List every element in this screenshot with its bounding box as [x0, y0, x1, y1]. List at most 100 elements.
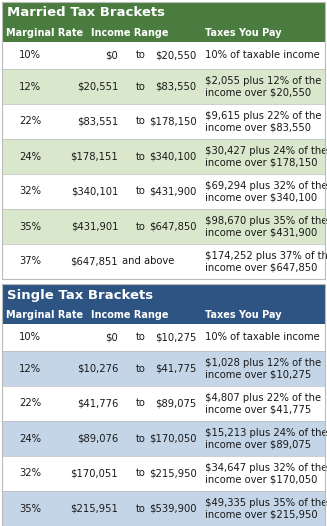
Text: Income Range: Income Range: [91, 310, 168, 320]
Text: $98,670 plus 35% of the: $98,670 plus 35% of the: [205, 216, 327, 226]
Text: $170,050: $170,050: [149, 433, 197, 443]
Text: Marginal Rate: Marginal Rate: [6, 28, 83, 38]
Text: 10%: 10%: [19, 332, 41, 342]
Text: $1,028 plus 12% of the: $1,028 plus 12% of the: [205, 358, 321, 368]
Bar: [2, 386, 325, 421]
Text: $10,276: $10,276: [77, 363, 118, 373]
Text: $41,775: $41,775: [155, 363, 197, 373]
Text: $89,075: $89,075: [155, 399, 197, 409]
Text: 22%: 22%: [19, 399, 41, 409]
Text: $4,807 plus 22% of the: $4,807 plus 22% of the: [205, 392, 321, 402]
Text: income over $20,550: income over $20,550: [205, 87, 311, 97]
Text: income over $83,550: income over $83,550: [205, 123, 311, 133]
Bar: [2, 42, 325, 69]
Bar: [2, 284, 325, 306]
Text: 24%: 24%: [19, 151, 41, 161]
Text: $30,427 plus 24% of the: $30,427 plus 24% of the: [205, 146, 327, 156]
Text: $170,051: $170,051: [71, 469, 118, 479]
Text: to: to: [136, 221, 146, 231]
Bar: [2, 306, 325, 324]
Text: Marginal Rate: Marginal Rate: [6, 310, 83, 320]
Text: $0: $0: [106, 50, 118, 60]
Text: $340,100: $340,100: [149, 151, 197, 161]
Bar: [2, 139, 325, 174]
Text: $83,551: $83,551: [77, 116, 118, 126]
Text: to: to: [136, 433, 146, 443]
Text: $41,776: $41,776: [77, 399, 118, 409]
Text: 10%: 10%: [19, 50, 41, 60]
Bar: [2, 174, 325, 209]
Text: 24%: 24%: [19, 433, 41, 443]
Bar: [2, 209, 325, 244]
Text: to: to: [136, 363, 146, 373]
Text: income over $41,775: income over $41,775: [205, 404, 311, 414]
Text: $15,213 plus 24% of the: $15,213 plus 24% of the: [205, 428, 327, 438]
Text: $89,076: $89,076: [77, 433, 118, 443]
Text: $2,055 plus 12% of the: $2,055 plus 12% of the: [205, 76, 321, 86]
Bar: [2, 104, 325, 139]
Bar: [2, 244, 325, 279]
Text: income over $89,075: income over $89,075: [205, 439, 311, 449]
Text: $340,101: $340,101: [71, 187, 118, 197]
Bar: [2, 456, 325, 491]
Bar: [2, 351, 325, 386]
Text: to: to: [136, 503, 146, 513]
Text: $431,900: $431,900: [149, 187, 197, 197]
Text: income over $170,050: income over $170,050: [205, 474, 317, 484]
Text: $178,150: $178,150: [149, 116, 197, 126]
Text: to: to: [136, 116, 146, 126]
Text: 10% of taxable income: 10% of taxable income: [205, 50, 319, 60]
Bar: [2, 324, 325, 351]
Text: Taxes You Pay: Taxes You Pay: [205, 310, 281, 320]
Text: 10% of taxable income: 10% of taxable income: [205, 332, 319, 342]
Text: $647,851: $647,851: [71, 257, 118, 267]
Text: $0: $0: [106, 332, 118, 342]
Bar: [2, 491, 325, 526]
Bar: [2, 24, 325, 42]
Text: income over $647,850: income over $647,850: [205, 262, 317, 272]
Text: $215,950: $215,950: [149, 469, 197, 479]
Text: $215,951: $215,951: [70, 503, 118, 513]
Text: income over $178,150: income over $178,150: [205, 157, 317, 167]
Text: 35%: 35%: [19, 503, 41, 513]
Text: Married Tax Brackets: Married Tax Brackets: [7, 6, 165, 19]
Text: 22%: 22%: [19, 116, 41, 126]
Text: to: to: [136, 50, 146, 60]
Text: $647,850: $647,850: [149, 221, 197, 231]
Text: to: to: [136, 469, 146, 479]
Text: 32%: 32%: [19, 469, 41, 479]
Text: income over $431,900: income over $431,900: [205, 227, 317, 237]
Text: $20,551: $20,551: [77, 82, 118, 92]
Text: 12%: 12%: [19, 82, 41, 92]
Bar: [2, 421, 325, 456]
Text: $178,151: $178,151: [70, 151, 118, 161]
Text: $10,275: $10,275: [155, 332, 197, 342]
Text: $431,901: $431,901: [71, 221, 118, 231]
Text: to: to: [136, 399, 146, 409]
Text: income over $340,100: income over $340,100: [205, 193, 317, 203]
Bar: [2, 2, 325, 24]
Text: $9,615 plus 22% of the: $9,615 plus 22% of the: [205, 110, 321, 120]
Text: income over $215,950: income over $215,950: [205, 510, 317, 520]
Text: $69,294 plus 32% of the: $69,294 plus 32% of the: [205, 180, 327, 190]
Text: to: to: [136, 187, 146, 197]
Text: $174,252 plus 37% of the: $174,252 plus 37% of the: [205, 250, 327, 260]
Text: $49,335 plus 35% of the: $49,335 plus 35% of the: [205, 498, 327, 508]
Text: $83,550: $83,550: [156, 82, 197, 92]
Text: to: to: [136, 332, 146, 342]
Text: and above: and above: [122, 257, 175, 267]
Bar: [2, 69, 325, 104]
Text: income over $10,275: income over $10,275: [205, 369, 311, 379]
Text: Income Range: Income Range: [91, 28, 168, 38]
Text: $34,647 plus 32% of the: $34,647 plus 32% of the: [205, 462, 327, 472]
Text: 32%: 32%: [19, 187, 41, 197]
Text: 12%: 12%: [19, 363, 41, 373]
Text: to: to: [136, 82, 146, 92]
Text: 35%: 35%: [19, 221, 41, 231]
Text: $20,550: $20,550: [155, 50, 197, 60]
Text: to: to: [136, 151, 146, 161]
Text: Taxes You Pay: Taxes You Pay: [205, 28, 281, 38]
Text: Single Tax Brackets: Single Tax Brackets: [7, 288, 153, 301]
Bar: [2, 2, 325, 279]
Bar: [2, 284, 325, 526]
